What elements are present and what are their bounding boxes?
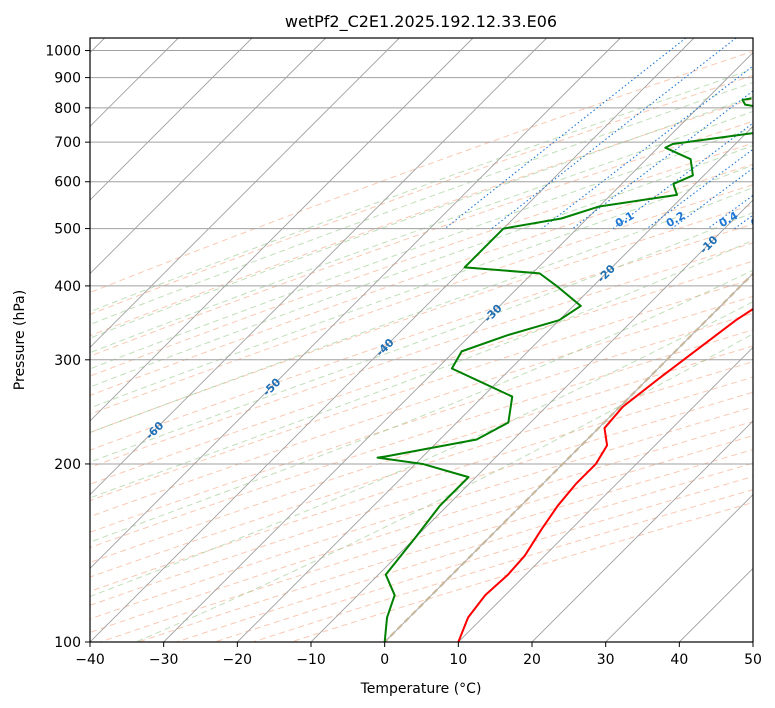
y-tick-label: 900: [54, 71, 81, 87]
moist-adiabat-line: [90, 186, 753, 434]
x-tick-label: 40: [670, 652, 688, 668]
isotherm-gridline: [458, 346, 753, 642]
dry-adiabat-line: [90, 74, 753, 316]
x-tick-label: 20: [523, 652, 541, 668]
isotherm-gridline: [90, 38, 253, 201]
mixing-ratio-line: [541, 65, 753, 230]
isotherm-gridline: [531, 420, 753, 642]
temperature-profile-line: [457, 307, 753, 642]
isotherm-gridline: [90, 38, 474, 422]
moist-adiabat-line: [90, 211, 753, 463]
x-tick-label: −40: [75, 652, 105, 668]
isotherm-gridline: [90, 38, 326, 275]
mixing-ratio-line: [572, 90, 753, 230]
dewpoint-profile-line: [376, 97, 753, 642]
chart-title: wetPf2_C2E1.2025.192.12.33.E06: [285, 12, 557, 32]
x-tick-label: −30: [149, 652, 179, 668]
moist-adiabat-line: [90, 95, 753, 339]
dry-adiabat-line: [90, 278, 753, 502]
x-tick-label: 50: [744, 652, 762, 668]
isotherm-gridline: [605, 494, 753, 642]
dry-adiabat-line: [90, 98, 753, 337]
x-axis-ticks: −40 −30 −20 −10 0 10 20 30 40 50: [75, 642, 762, 668]
dry-adiabat-line: [90, 312, 753, 533]
moist-adiabat-line: [90, 110, 753, 354]
y-tick-label: 500: [54, 222, 81, 238]
y-axis-ticks: 100 200 300 400 500 600 700 800 900 1000: [45, 44, 90, 651]
isotherm-gridline: [163, 52, 753, 642]
dry-adiabat-line: [90, 223, 753, 451]
dry-adiabat-line: [90, 142, 753, 377]
isotherm-gridline: [90, 38, 621, 569]
y-tick-label: 1000: [45, 44, 81, 60]
mixing-ratio-label: 0.6: [749, 209, 773, 230]
y-tick-label: 600: [54, 175, 81, 191]
profile-series: [376, 97, 753, 642]
x-tick-label: 30: [597, 652, 615, 668]
isotherm-gridline: [90, 38, 695, 642]
y-tick-label: 300: [54, 353, 81, 369]
isotherm-gridline: [90, 38, 547, 496]
x-tick-label: −20: [223, 652, 253, 668]
dry-adiabat-line: [90, 260, 753, 485]
moist-adiabat-line: [90, 127, 753, 370]
dry-adiabat-line: [90, 329, 753, 549]
moist-adiabat-line: [90, 164, 753, 409]
mixing-ratio-line: [671, 167, 753, 230]
y-tick-label: 400: [54, 279, 81, 295]
dry-adiabat-line: [90, 184, 753, 415]
dry-adiabat-line: [90, 391, 753, 606]
y-tick-label: 700: [54, 135, 81, 151]
y-axis-label: Pressure (hPa): [12, 290, 28, 390]
mixing-ratio-lines: [444, 38, 753, 230]
y-tick-label: 100: [54, 635, 81, 651]
x-tick-label: 0: [380, 652, 389, 668]
x-tick-label: 10: [449, 652, 467, 668]
bold-isotherm-line: [383, 272, 753, 642]
isotherm-gridlines: [90, 38, 753, 642]
dry-adiabat-line: [90, 163, 753, 396]
dry-adiabat-line: [90, 50, 753, 294]
isotherm-gridline: [90, 38, 400, 348]
y-tick-label: 800: [54, 101, 81, 117]
moist-adiabat-line: [90, 144, 753, 388]
moist-adiabat-line: [90, 81, 753, 326]
y-tick-label: 200: [54, 457, 81, 473]
plot-frame: [89, 37, 754, 643]
x-axis-label: Temperature (°C): [360, 681, 482, 697]
moist-adiabat-line: [90, 68, 753, 313]
x-tick-label: −10: [296, 652, 326, 668]
isotherm-gridline: [237, 125, 753, 642]
